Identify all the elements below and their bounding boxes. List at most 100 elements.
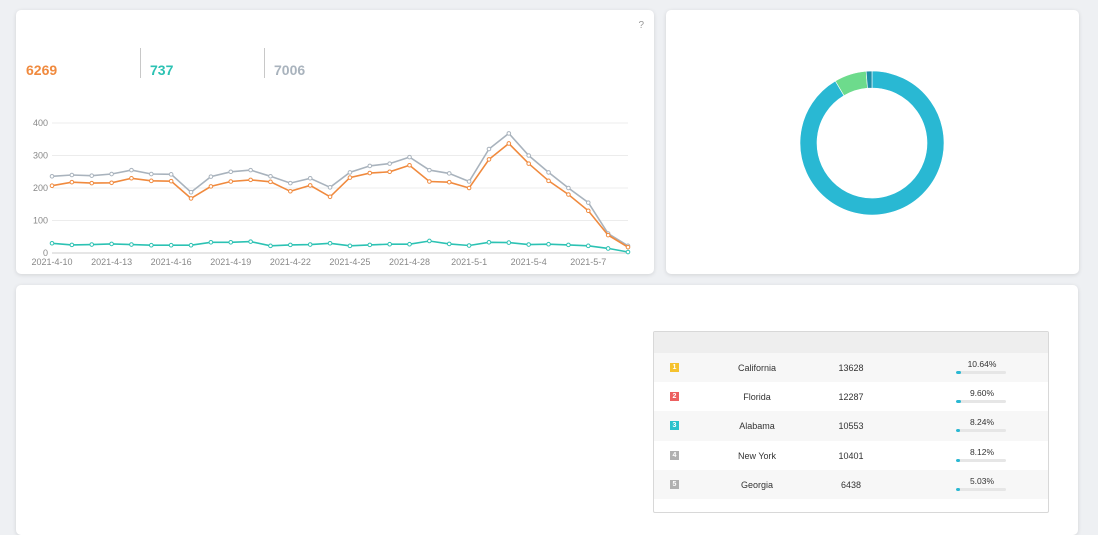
rank-badge: 3	[670, 421, 679, 431]
state-percent: 10.64%	[967, 359, 997, 369]
series-line-2	[51, 142, 629, 248]
ranking-table: 1 California 13628 10.64% 2 Florida 12287 9.60%…	[653, 331, 1049, 513]
data-point	[506, 141, 512, 146]
state-name: New York	[737, 450, 777, 461]
data-point	[228, 169, 234, 175]
data-point	[566, 185, 571, 191]
data-point	[188, 242, 194, 248]
data-point	[188, 196, 194, 201]
percent-bar	[956, 400, 1006, 404]
data-point	[486, 239, 492, 245]
data-point	[49, 240, 55, 246]
data-point	[69, 242, 75, 248]
state-name: California	[737, 363, 777, 373]
state-percent: 8.12%	[969, 446, 995, 457]
data-point	[129, 167, 134, 173]
data-point	[506, 131, 512, 136]
state-value: 13628	[838, 363, 864, 373]
x-tick-label: 2021-5-1	[451, 257, 487, 267]
state-name: Alabama	[739, 421, 775, 432]
percent-bar-fill	[956, 458, 961, 462]
trend-card: ? 6269 737 7006 0 100 200 300 400 2021-4-10 20…	[16, 10, 654, 274]
data-point	[367, 170, 373, 176]
data-point	[248, 239, 253, 244]
data-point	[327, 240, 333, 246]
x-tick-label: 2021-4-19	[210, 257, 251, 267]
data-point	[347, 170, 353, 175]
data-point	[307, 175, 313, 181]
state-name: Florida	[743, 392, 771, 403]
data-point	[69, 179, 75, 185]
data-point	[605, 232, 611, 238]
state-percent: 9.60%	[969, 388, 995, 399]
data-point	[49, 183, 55, 189]
data-point	[149, 171, 154, 177]
rank-badge: 1	[670, 363, 679, 372]
data-point	[367, 163, 373, 169]
data-point	[387, 169, 392, 175]
data-point	[625, 249, 631, 255]
data-point	[466, 243, 472, 248]
y-tick-label: 400	[33, 118, 48, 128]
data-point	[168, 178, 174, 184]
data-point	[307, 183, 313, 188]
data-point	[446, 241, 452, 247]
data-point	[585, 208, 591, 214]
ranking-table-header	[654, 332, 1048, 353]
table-row: 2 Florida 12287 9.60%	[654, 382, 1048, 411]
data-point	[288, 188, 293, 194]
data-point	[466, 185, 472, 191]
data-point	[129, 175, 134, 181]
data-point	[387, 241, 392, 247]
data-point	[268, 179, 273, 185]
data-point	[109, 171, 114, 177]
data-point	[427, 167, 432, 173]
percent-bar-fill	[956, 400, 961, 404]
state-value: 10553	[838, 421, 864, 432]
data-point	[407, 154, 412, 160]
percent-bar-fill	[956, 429, 961, 433]
data-point	[566, 242, 571, 248]
data-point	[446, 171, 452, 176]
data-point	[109, 180, 114, 186]
data-point	[208, 239, 214, 245]
series-line-1	[51, 132, 629, 247]
data-point	[605, 246, 611, 251]
data-point	[387, 161, 392, 166]
data-point	[526, 161, 531, 166]
data-point	[248, 177, 253, 183]
data-point	[89, 180, 95, 186]
state-percent: 5.03%	[969, 475, 995, 486]
table-row: 1 California 13628 10.64%	[654, 353, 1048, 383]
data-point	[526, 153, 531, 158]
data-point	[327, 194, 333, 200]
data-point	[625, 244, 631, 250]
percent-bar	[956, 487, 1006, 491]
percent-bar	[956, 458, 1006, 462]
stat-value-1: 6269	[26, 62, 58, 78]
table-row: 4 New York 10401 8.12%	[654, 441, 1048, 470]
percent-bar-fill	[956, 487, 960, 491]
stat-divider	[140, 48, 141, 78]
data-point	[168, 172, 174, 177]
data-point	[268, 243, 273, 249]
donut-slice-1	[799, 70, 945, 216]
x-tick-label: 2021-4-28	[389, 257, 430, 267]
y-tick-label: 200	[33, 183, 48, 193]
data-point	[89, 242, 95, 247]
data-point	[89, 173, 95, 178]
x-tick-label: 2021-4-10	[31, 257, 72, 267]
data-point	[168, 242, 174, 248]
help-icon[interactable]: ?	[638, 20, 644, 31]
trend-line-chart: 0 100 200 300 400 2021-4-10 2021-4-13 2021-4-16…	[31, 118, 631, 267]
data-point	[427, 238, 432, 244]
data-point	[149, 242, 154, 248]
percent-bar	[956, 371, 1006, 374]
data-point	[585, 200, 591, 205]
data-point	[69, 172, 75, 178]
state-name: Georgia	[740, 479, 774, 490]
data-point	[288, 180, 293, 186]
y-tick-label: 100	[33, 216, 48, 226]
x-tick-label: 2021-5-4	[511, 257, 547, 267]
data-point	[347, 175, 353, 180]
